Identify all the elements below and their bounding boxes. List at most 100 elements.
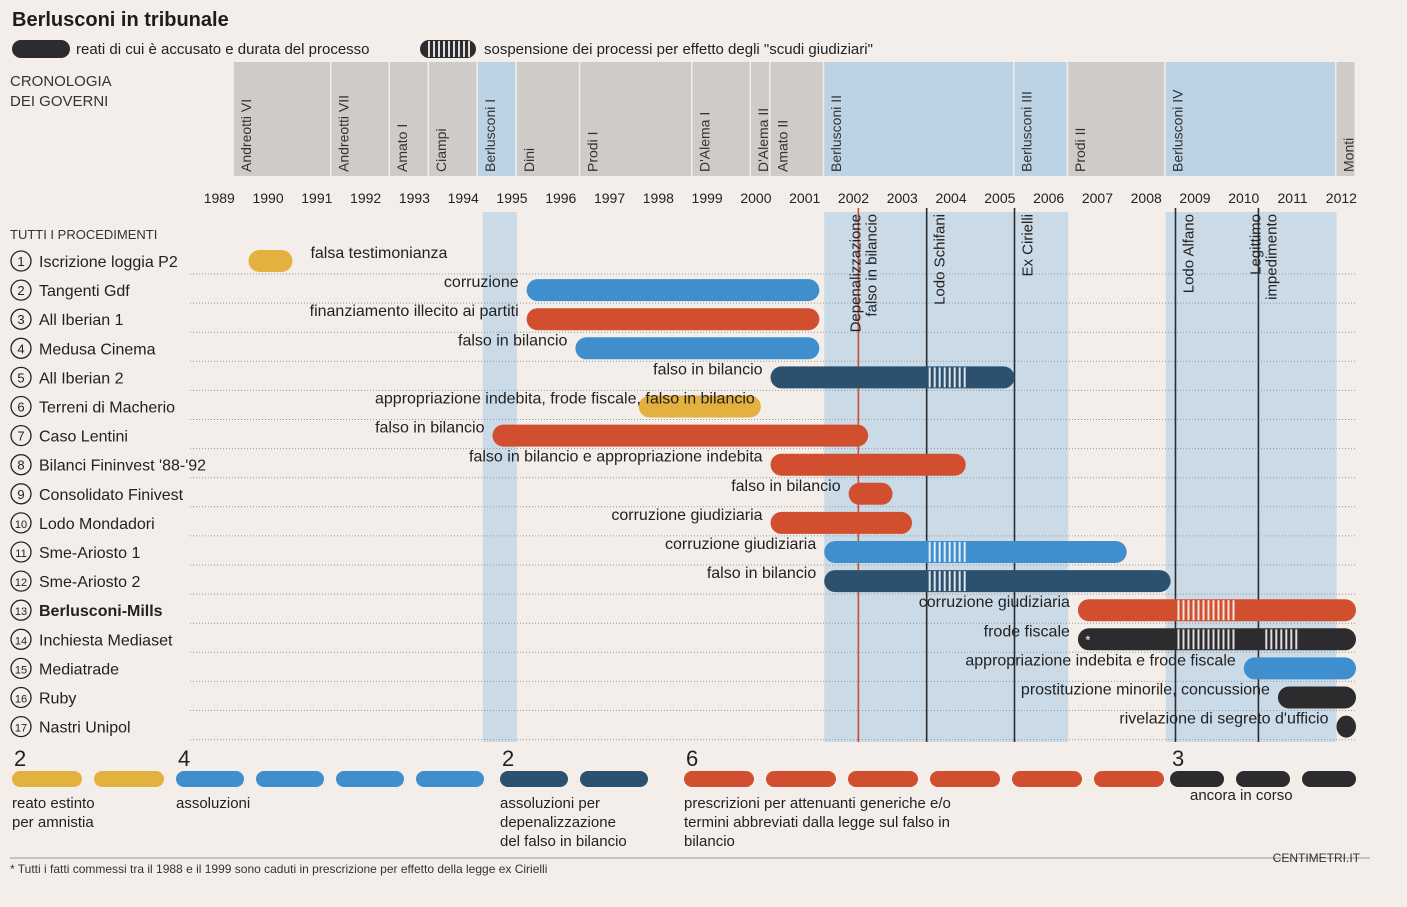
suspension-stripe xyxy=(1177,629,1180,650)
outcome-count: 6 xyxy=(686,746,698,771)
gov-name: D'Alema I xyxy=(697,112,713,172)
case-bar-label: appropriazione indebita, frode fiscale, … xyxy=(375,391,755,408)
gov-name: Monti xyxy=(1340,138,1356,172)
year-label: 2009 xyxy=(1179,190,1210,206)
case-number: 11 xyxy=(15,548,26,560)
suspension-stripe xyxy=(948,571,951,592)
year-label: 1990 xyxy=(252,190,283,206)
suspension-stripe xyxy=(1207,600,1210,621)
year-label: 1995 xyxy=(496,190,527,206)
case-bar-label: corruzione giudiziaria xyxy=(919,594,1070,611)
suspension-stripe xyxy=(443,41,445,57)
gov-cell xyxy=(751,62,770,176)
gov-name: Berlusconi III xyxy=(1018,91,1034,172)
suspension-stripe xyxy=(1232,600,1235,621)
case-bar-label: rivelazione di segreto d'ufficio xyxy=(1119,711,1328,728)
year-label: 2000 xyxy=(740,190,771,206)
legend-suspension-swatch xyxy=(420,40,476,58)
case-name: All Iberian 2 xyxy=(39,370,124,387)
case-bar-label: falso in bilancio e appropriazione indeb… xyxy=(469,449,763,466)
gov-name: D'Alema II xyxy=(755,108,771,172)
case-bar xyxy=(492,424,869,447)
case-bar-label: falso in bilancio xyxy=(375,420,485,437)
case-number-circle xyxy=(10,424,32,447)
year-axis: 1989 1990 1991 1992 1993 1994 1995 1996 1997 1998… xyxy=(204,190,1357,206)
suspension-stripe xyxy=(1280,629,1283,650)
suspension-stripe xyxy=(1227,600,1230,621)
law-label: Legittimo xyxy=(1247,214,1264,275)
outcome-label: termini abbreviati dalla legge sul falso… xyxy=(684,814,950,831)
case-bar xyxy=(770,366,1015,389)
case-bar xyxy=(770,453,966,476)
case-name: Caso Lentini xyxy=(39,429,128,446)
case-bar xyxy=(824,570,1171,593)
outcome-count: 4 xyxy=(178,746,190,771)
case-number: 15 xyxy=(15,664,27,676)
chart-title: Berlusconi in tribunale xyxy=(12,9,229,31)
gov-cell xyxy=(1165,62,1335,176)
case-name: Lodo Mondadori xyxy=(39,516,155,533)
case-number-circle xyxy=(10,337,32,359)
case-number-circle xyxy=(10,657,32,680)
case-name: Sme-Ariosto 2 xyxy=(39,574,140,591)
case-number: 10 xyxy=(15,519,27,531)
case-bar xyxy=(1077,628,1356,651)
case-number-circle xyxy=(10,279,32,301)
suspension-stripe xyxy=(438,41,440,57)
year-label: 2010 xyxy=(1228,190,1259,206)
gov-name: Prodi II xyxy=(1072,128,1088,172)
governments-label-line2: DEI GOVERNI xyxy=(10,93,108,110)
case-number-circle xyxy=(10,512,32,534)
suspension-stripe xyxy=(1192,629,1195,650)
outcome-pill xyxy=(500,771,568,787)
year-label: 2007 xyxy=(1082,190,1113,206)
year-label: 1993 xyxy=(399,190,430,206)
suspension-stripe xyxy=(1232,629,1235,650)
year-label: 1999 xyxy=(692,190,723,206)
law-label: Lodo Alfano xyxy=(1180,214,1197,293)
outcome-pill xyxy=(336,771,404,787)
outcome-pill xyxy=(1170,771,1224,787)
year-label: 2011 xyxy=(1278,190,1308,206)
governments-label-line1: CRONOLOGIA xyxy=(10,73,112,90)
gov-cell xyxy=(233,62,330,176)
gov-cell xyxy=(770,62,823,176)
legend-suspension-label: sospensione dei processi per effetto deg… xyxy=(484,41,873,58)
case-bar xyxy=(248,250,293,272)
suspension-stripe xyxy=(928,542,931,562)
suspension-stripe xyxy=(933,367,936,388)
case-bar xyxy=(848,482,893,505)
gov-name: Amato I xyxy=(394,124,410,172)
gov-cell xyxy=(390,62,428,176)
outcome-pill xyxy=(1302,771,1356,787)
suspension-stripe xyxy=(1217,629,1220,650)
gov-name: Berlusconi I xyxy=(482,99,498,172)
outcome-label: ancora in corso xyxy=(1190,787,1293,804)
suspension-mark xyxy=(928,367,966,388)
case-number: 4 xyxy=(17,341,24,356)
case-bar xyxy=(638,395,761,418)
case-name: Terreni di Macherio xyxy=(39,400,175,417)
case-number: 9 xyxy=(17,487,24,502)
suspension-stripe xyxy=(1192,600,1195,621)
year-label: 2008 xyxy=(1131,190,1162,206)
suspension-stripe xyxy=(933,542,936,562)
case-bar-label: falsa testimonianza xyxy=(310,245,447,262)
outcome-label: reato estinto xyxy=(12,795,95,812)
suspension-stripe xyxy=(943,367,946,388)
suspension-stripe xyxy=(1275,629,1278,650)
case-name: All Iberian 1 xyxy=(39,312,124,329)
suspension-stripe xyxy=(1202,600,1205,621)
gov-cell xyxy=(477,62,516,176)
suspension-stripe xyxy=(928,367,931,388)
case-bar-label: corruzione xyxy=(444,274,519,291)
case-number: 8 xyxy=(17,458,24,473)
suspension-stripe xyxy=(938,367,941,388)
case-bar xyxy=(1077,599,1356,622)
gov-cell xyxy=(331,62,389,176)
year-label: 2001 xyxy=(789,190,820,206)
berlusconi-band xyxy=(824,212,1069,742)
case-number-circle xyxy=(10,715,32,738)
case-name: Inchiesta Mediaset xyxy=(39,632,173,649)
